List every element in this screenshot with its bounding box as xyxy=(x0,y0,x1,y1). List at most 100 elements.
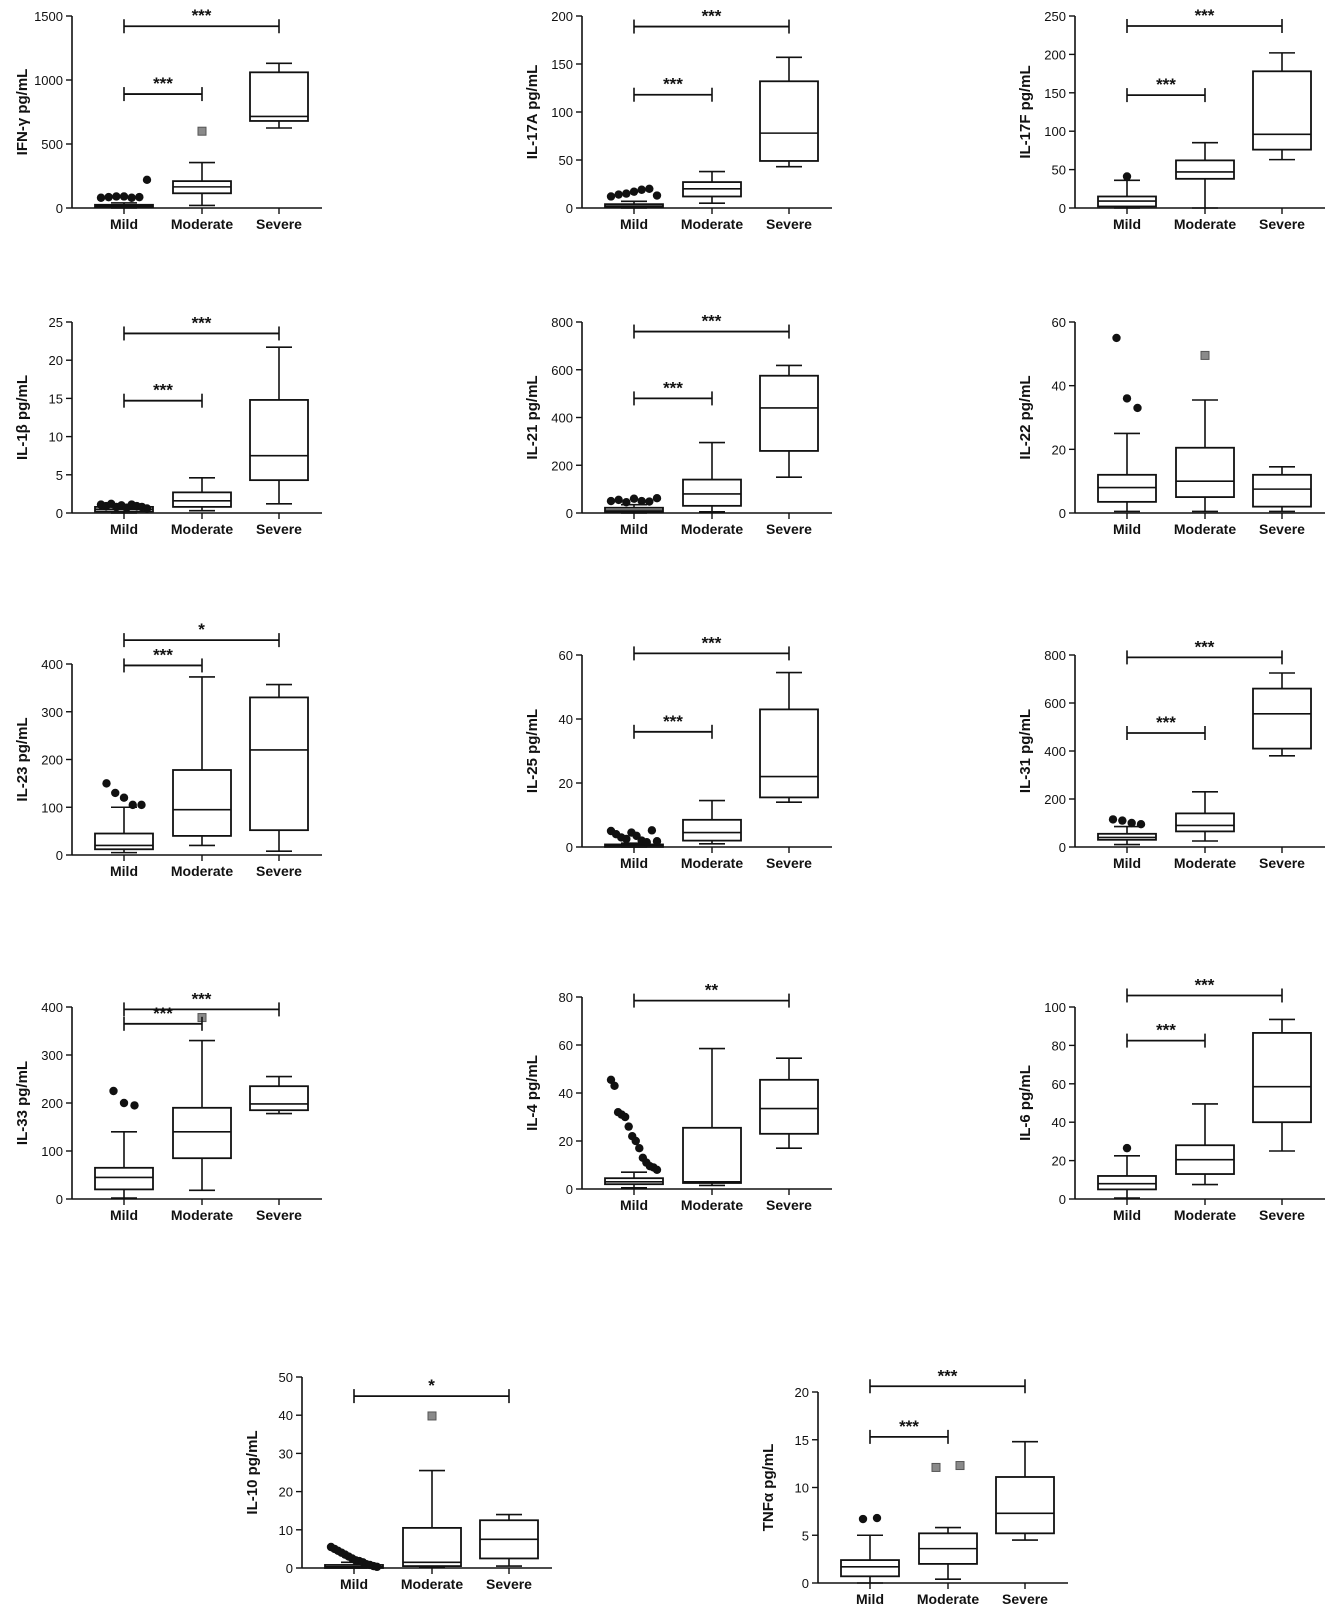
iqr-box xyxy=(682,1126,742,1184)
x-tick-label: Mild xyxy=(856,1591,884,1607)
x-tick-label: Moderate xyxy=(681,216,743,232)
x-tick-label: Severe xyxy=(1259,216,1305,232)
boxplot-panel: 0 20 40 60 80 Mild Moderate Severe IL-4 pg/mL ** xyxy=(524,981,832,1213)
x-tick-label: Mild xyxy=(1113,1207,1141,1223)
outlier-point xyxy=(622,189,631,198)
x-tick-label: Severe xyxy=(486,1576,532,1592)
y-tick-label: 400 xyxy=(551,411,573,426)
iqr-box xyxy=(249,696,309,832)
iqr-box xyxy=(172,1106,232,1160)
significance-bracket: *** xyxy=(1126,975,1283,1003)
significance-label: *** xyxy=(702,633,722,652)
y-tick-label: 250 xyxy=(1044,9,1066,24)
outlier-point xyxy=(629,187,639,196)
boxplot-panel: 0 100 200 300 400 Mild Moderate Severe IL-23 pg/… xyxy=(14,620,322,879)
y-tick-label: 100 xyxy=(41,1144,63,1159)
outlier-point xyxy=(635,1144,644,1153)
y-tick-label: 0 xyxy=(566,506,573,521)
y-tick-label: 100 xyxy=(551,105,573,120)
y-tick-label: 40 xyxy=(559,1086,573,1101)
y-tick-label: 25 xyxy=(49,315,63,330)
y-tick-label: 0 xyxy=(566,1182,573,1197)
y-axis-label: IL-33 pg/mL xyxy=(14,1061,31,1145)
y-tick-label: 400 xyxy=(1044,744,1066,759)
outlier-point xyxy=(606,192,616,201)
y-tick-label: 20 xyxy=(279,1485,293,1500)
significance-label: *** xyxy=(1195,637,1215,656)
outlier-point xyxy=(1122,394,1132,403)
significance-bracket: *** xyxy=(123,381,203,408)
box-severe xyxy=(249,62,309,129)
boxplot-panel: 0 50 100 150 200 250 Mild Moderate Severe IL-17F … xyxy=(1017,6,1325,232)
significance-label: *** xyxy=(938,1366,958,1385)
y-tick-label: 200 xyxy=(1044,792,1066,807)
box-severe xyxy=(249,1075,309,1115)
box-severe xyxy=(1252,466,1312,513)
outlier-point xyxy=(111,788,120,798)
x-tick-label: Severe xyxy=(766,521,812,537)
iqr-box xyxy=(1097,1175,1157,1191)
outlier-square xyxy=(1200,350,1210,360)
y-tick-label: 20 xyxy=(1052,1154,1066,1169)
significance-label: *** xyxy=(153,74,173,93)
boxplot-panel: 0 20 40 60 80 100 Mild Moderate Severe IL-6 pg/mL… xyxy=(1017,975,1325,1223)
y-tick-label: 300 xyxy=(41,1048,63,1063)
iqr-box xyxy=(249,399,309,482)
significance-bracket: ** xyxy=(633,981,790,1008)
y-tick-label: 10 xyxy=(279,1523,293,1538)
x-tick-label: Moderate xyxy=(171,863,233,879)
y-tick-label: 5 xyxy=(802,1528,809,1543)
outlier-point xyxy=(610,1081,619,1091)
x-tick-label: Mild xyxy=(110,1207,138,1223)
box-mild xyxy=(1097,825,1157,846)
x-tick-label: Severe xyxy=(766,216,812,232)
y-axis-label: IL-25 pg/mL xyxy=(524,709,541,793)
y-tick-label: 600 xyxy=(1044,696,1066,711)
y-tick-label: 150 xyxy=(1044,86,1066,101)
box-mild xyxy=(1097,179,1157,209)
y-axis-label: IL-10 pg/mL xyxy=(244,1430,261,1514)
significance-bracket: *** xyxy=(869,1366,1026,1394)
significance-label: *** xyxy=(1195,975,1215,994)
box-moderate xyxy=(682,441,742,513)
iqr-box xyxy=(759,708,819,799)
box-severe xyxy=(249,346,309,505)
y-tick-label: 0 xyxy=(566,840,573,855)
outlier-point xyxy=(137,800,146,810)
x-tick-label: Moderate xyxy=(171,216,233,232)
y-tick-label: 0 xyxy=(802,1576,809,1591)
significance-label: * xyxy=(428,1376,435,1395)
outlier-square xyxy=(931,1462,941,1472)
iqr-box xyxy=(249,71,309,122)
y-tick-label: 0 xyxy=(1059,201,1066,216)
box-moderate xyxy=(1175,790,1235,842)
outlier-point xyxy=(622,834,631,844)
box-moderate xyxy=(1175,141,1235,209)
significance-bracket: *** xyxy=(123,313,280,341)
y-tick-label: 200 xyxy=(551,9,573,24)
x-tick-label: Severe xyxy=(256,216,302,232)
box-mild xyxy=(604,1171,664,1189)
outlier-point xyxy=(614,495,623,505)
significance-label: *** xyxy=(663,712,683,731)
outlier-point xyxy=(645,184,654,193)
box-moderate xyxy=(172,161,232,207)
boxplot-panel: 0 200 400 600 800 Mild Moderate Severe IL-31 pg/… xyxy=(1017,637,1325,871)
y-tick-label: 40 xyxy=(559,712,573,727)
outlier-point xyxy=(1108,815,1118,824)
y-tick-label: 100 xyxy=(41,800,63,815)
outlier-point xyxy=(1133,403,1142,413)
y-tick-label: 600 xyxy=(551,363,573,378)
outlier-point xyxy=(109,1086,118,1096)
outlier-point xyxy=(872,1513,882,1523)
x-tick-label: Severe xyxy=(256,521,302,537)
y-axis-label: IL-6 pg/mL xyxy=(1017,1065,1034,1141)
outlier-point xyxy=(652,1165,662,1175)
significance-bracket: *** xyxy=(869,1417,949,1444)
box-moderate xyxy=(402,1469,462,1569)
x-tick-label: Mild xyxy=(110,863,138,879)
y-tick-label: 50 xyxy=(559,153,573,168)
outlier-point xyxy=(142,504,152,513)
y-tick-label: 15 xyxy=(795,1433,809,1448)
y-tick-label: 40 xyxy=(1052,379,1066,394)
